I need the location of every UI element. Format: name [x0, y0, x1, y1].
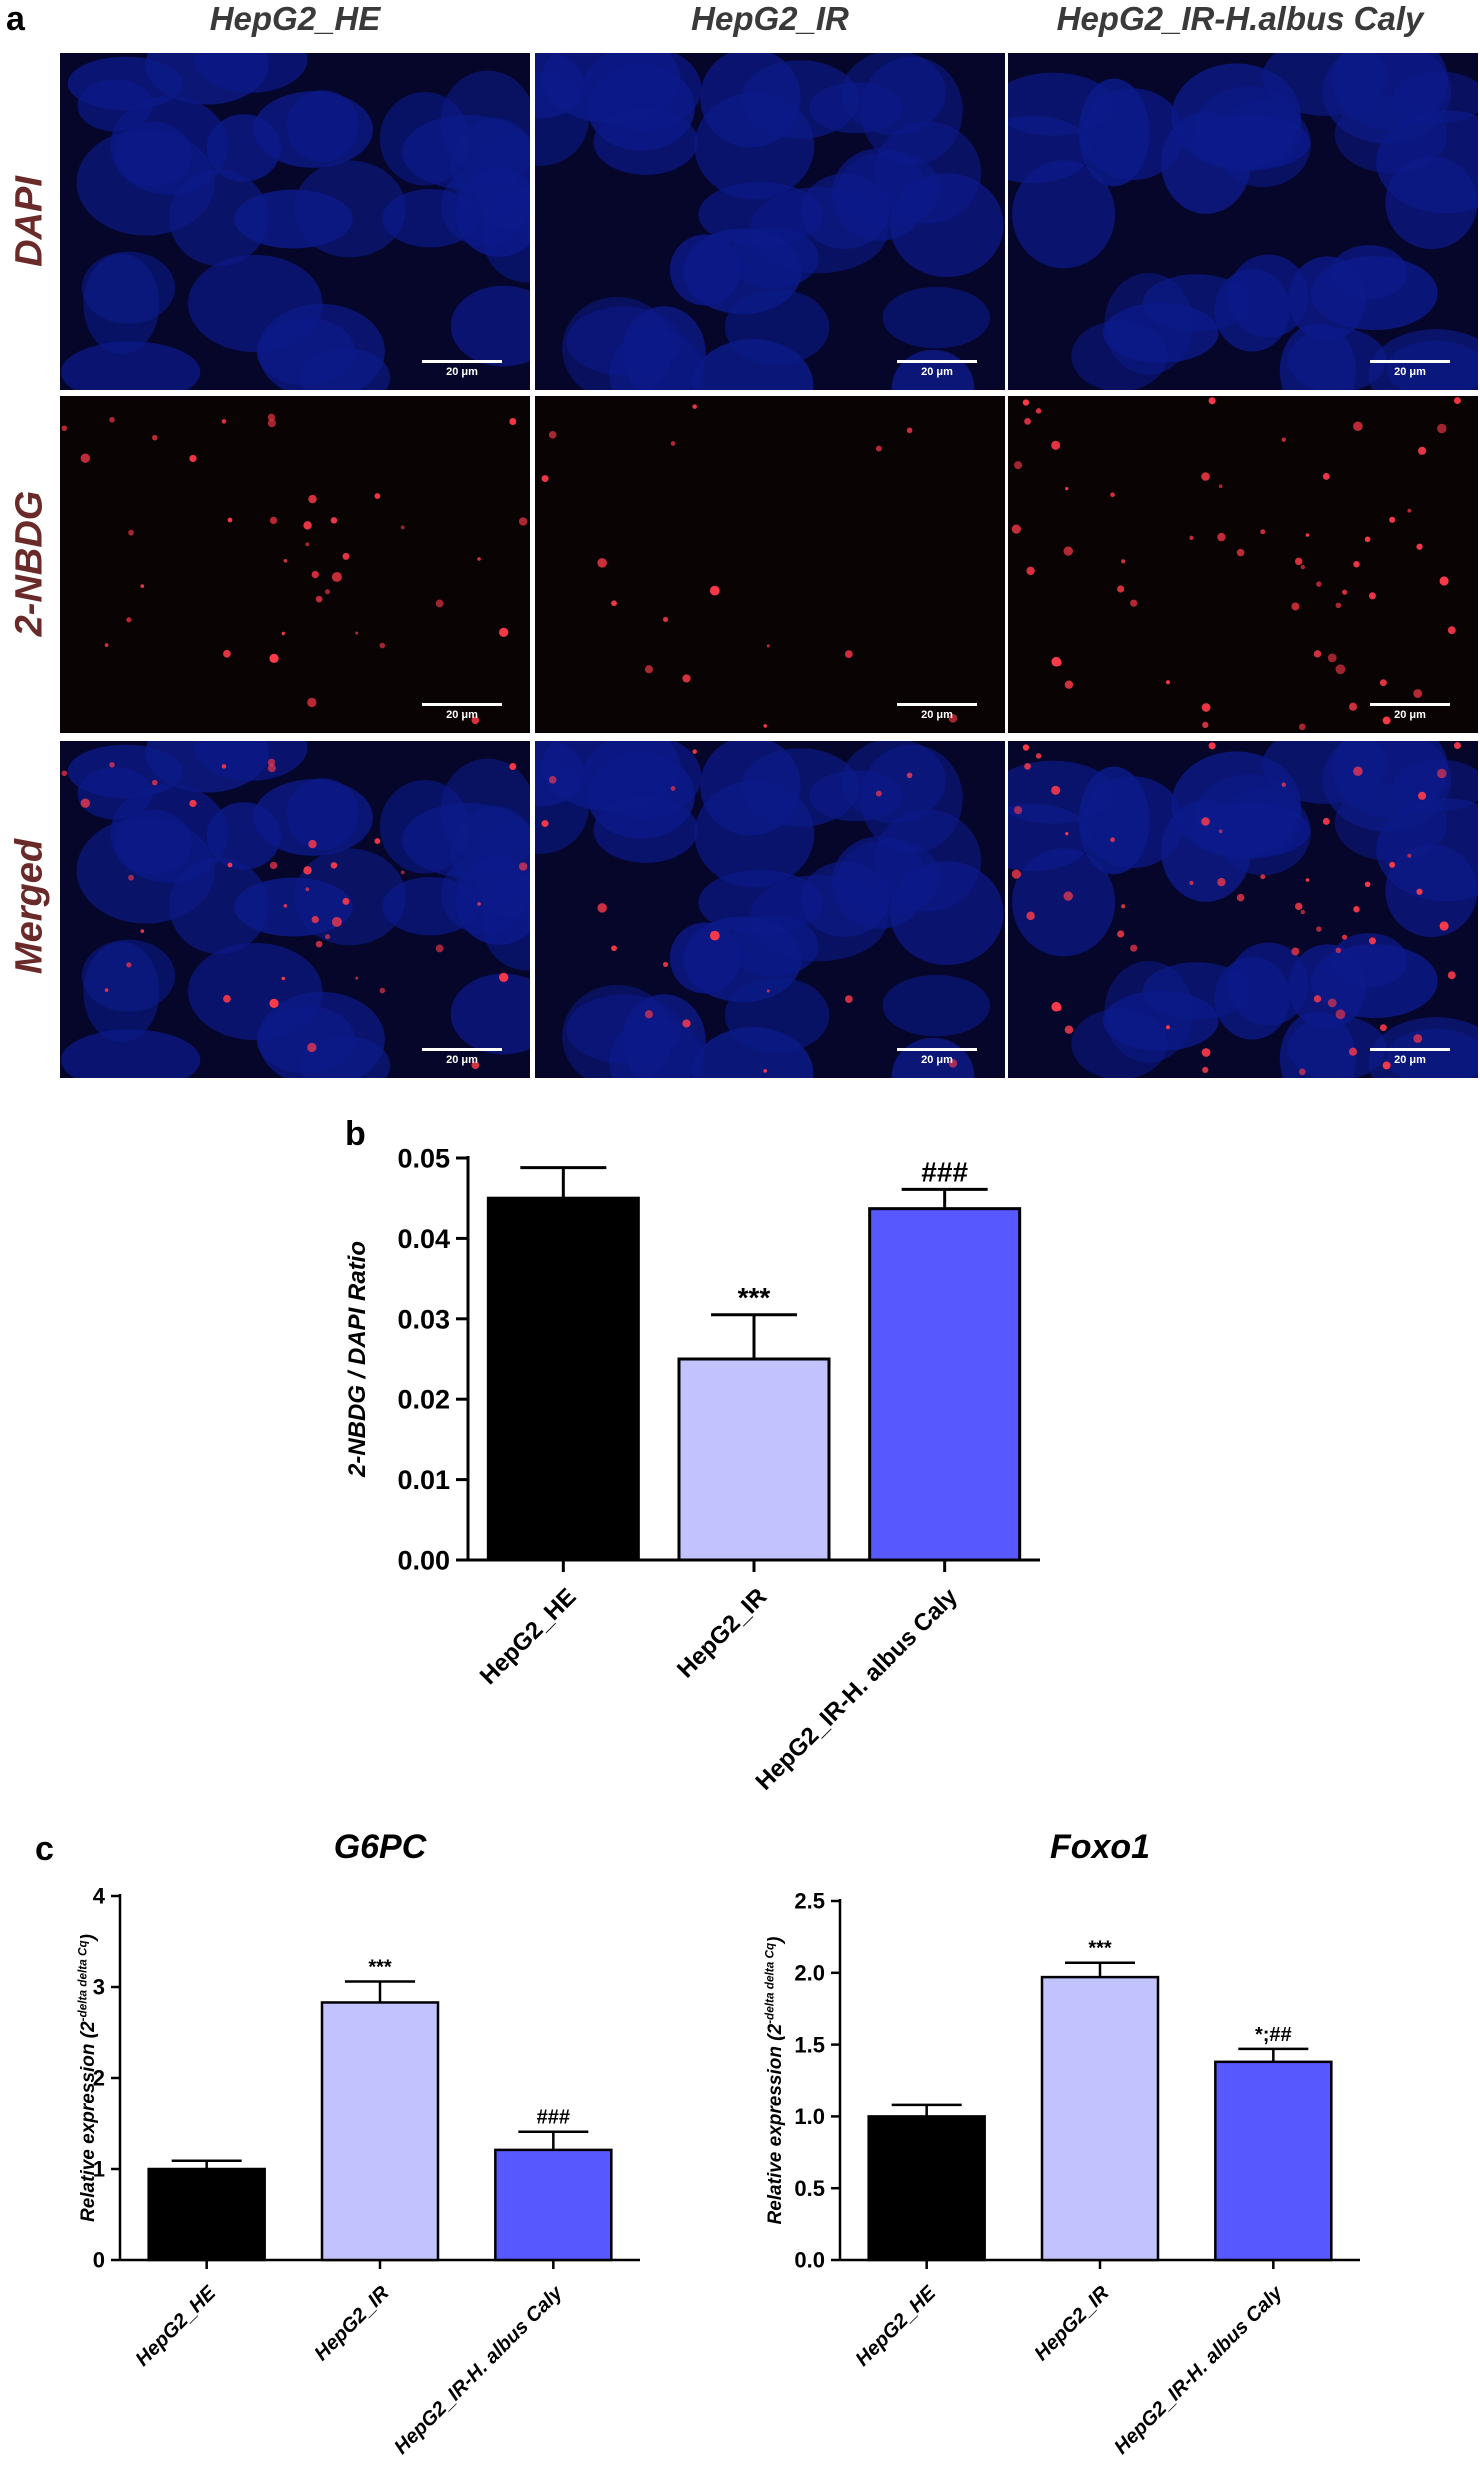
y-tick-label: 1.5 [794, 2032, 825, 2057]
micrograph-nbdg-2: 20 μm [535, 396, 1005, 733]
y-tick-label: 3 [93, 1975, 105, 2000]
scale-bar [1370, 703, 1450, 706]
x-tick-label: HepG2_HE [852, 2282, 941, 2371]
y-tick-label: 0.03 [397, 1304, 450, 1334]
scale-bar [422, 1048, 502, 1051]
micrograph-dapi-2: 20 μm [535, 53, 1005, 390]
y-tick-label: 0.04 [397, 1224, 450, 1254]
chart-title: Foxo1 [1050, 1828, 1150, 1866]
x-tick-label: HepG2_IR-H. albus Caly [750, 1583, 963, 1796]
bar [147, 2167, 266, 2262]
micrograph-dapi-3: 20 μm [1008, 53, 1478, 390]
micrograph-nbdg-3: 20 μm [1008, 396, 1478, 733]
x-tick-label: HepG2_IR [1030, 2282, 1114, 2366]
x-tick-label: HepG2_HE [132, 2282, 221, 2371]
y-tick-label: 2 [93, 2066, 105, 2091]
scale-bar-label: 20 μm [921, 1054, 953, 1066]
x-tick-label: HepG2_IR-H. albus Caly [1110, 2281, 1287, 2458]
bar [1040, 1975, 1160, 2262]
panel-a-letter: a [6, 0, 25, 38]
scale-bar [1370, 360, 1450, 363]
column-header-ir: HepG2_IR [691, 0, 849, 37]
column-header-he: HepG2_HE [209, 0, 381, 37]
scale-bar-label: 20 μm [446, 709, 478, 721]
row-label-2nbdg: 2-NBDG [8, 490, 51, 637]
panel-c-letter: c [35, 1830, 54, 1868]
y-tick-label: 2.5 [794, 1889, 825, 1914]
x-tick-label: HepG2_IR [672, 1583, 772, 1683]
y-tick-label: 2.0 [794, 1961, 825, 1986]
bar [486, 1196, 640, 1562]
scale-bar [422, 703, 502, 706]
y-tick-label: 0 [93, 2248, 105, 2273]
bar [320, 2001, 440, 2262]
bar [868, 1207, 1022, 1562]
scale-bar-label: 20 μm [446, 366, 478, 378]
significance-label: ### [921, 1156, 968, 1187]
row-label-dapi: DAPI [8, 176, 51, 267]
panel-b-letter: b [345, 1115, 366, 1153]
row-label-merged: Merged [8, 838, 51, 975]
scale-bar [1370, 1048, 1450, 1051]
significance-label: *** [738, 1282, 771, 1313]
y-axis-label: Relative expression (2-delta delta Cq) [763, 1936, 786, 2224]
scale-bar [897, 360, 977, 363]
significance-label: *** [368, 1957, 392, 1979]
significance-label: ### [537, 2107, 570, 2129]
chart-b: 0.00 0.01 0.02 0.03 0.04 0.05 2-NBDG / DAPI Ra… [344, 1143, 1040, 1796]
scale-bar-label: 20 μm [1394, 709, 1426, 721]
scale-bar [422, 360, 502, 363]
scale-bar-label: 20 μm [921, 366, 953, 378]
x-tick-label: HepG2_HE [475, 1583, 582, 1690]
x-tick-label: HepG2_IR [310, 2282, 394, 2366]
scale-bar-label: 20 μm [921, 709, 953, 721]
micrograph-merged-2: 20 μm [535, 741, 1005, 1078]
micrograph-merged-1: 20 μm [60, 741, 530, 1078]
micrograph-dapi-1: 20 μm [60, 53, 530, 390]
scale-bar-label: 20 μm [1394, 1054, 1426, 1066]
chart-c-foxo1: Foxo1 0.0 0.5 1.0 1.5 2.0 2.5 Relative expressi… [763, 1828, 1360, 2459]
x-tick-label: HepG2_IR-H. albus Caly [390, 2281, 567, 2458]
y-tick-label: 0.5 [794, 2176, 825, 2201]
y-axis-label: 2-NBDG / DAPI Ratio [344, 1241, 371, 1478]
y-tick-label: 1.0 [794, 2104, 825, 2129]
bar [677, 1357, 831, 1562]
y-tick-label: 0.0 [794, 2248, 825, 2273]
bar [867, 2115, 986, 2262]
y-tick-label: 4 [93, 1884, 106, 1909]
bar [494, 2148, 613, 2262]
y-tick-label: 0.05 [397, 1143, 450, 1173]
scale-bar [897, 1048, 977, 1051]
scale-bar [897, 703, 977, 706]
bar [1214, 2060, 1333, 2262]
chart-title: G6PC [334, 1828, 427, 1866]
micrograph-merged-3: 20 μm [1008, 741, 1478, 1078]
significance-label: *** [1088, 1938, 1112, 1960]
y-tick-label: 1 [93, 2157, 105, 2182]
y-tick-label: 0.02 [397, 1385, 450, 1415]
y-tick-label: 0.00 [397, 1545, 450, 1575]
column-header-ir-halbus: HepG2_IR-H.albus Caly [1056, 0, 1424, 37]
significance-label: *;## [1255, 2024, 1292, 2046]
scale-bar-label: 20 μm [1394, 366, 1426, 378]
scale-bar-label: 20 μm [446, 1054, 478, 1066]
micrograph-nbdg-1: 20 μm [60, 396, 530, 733]
y-tick-label: 0.01 [397, 1465, 450, 1495]
